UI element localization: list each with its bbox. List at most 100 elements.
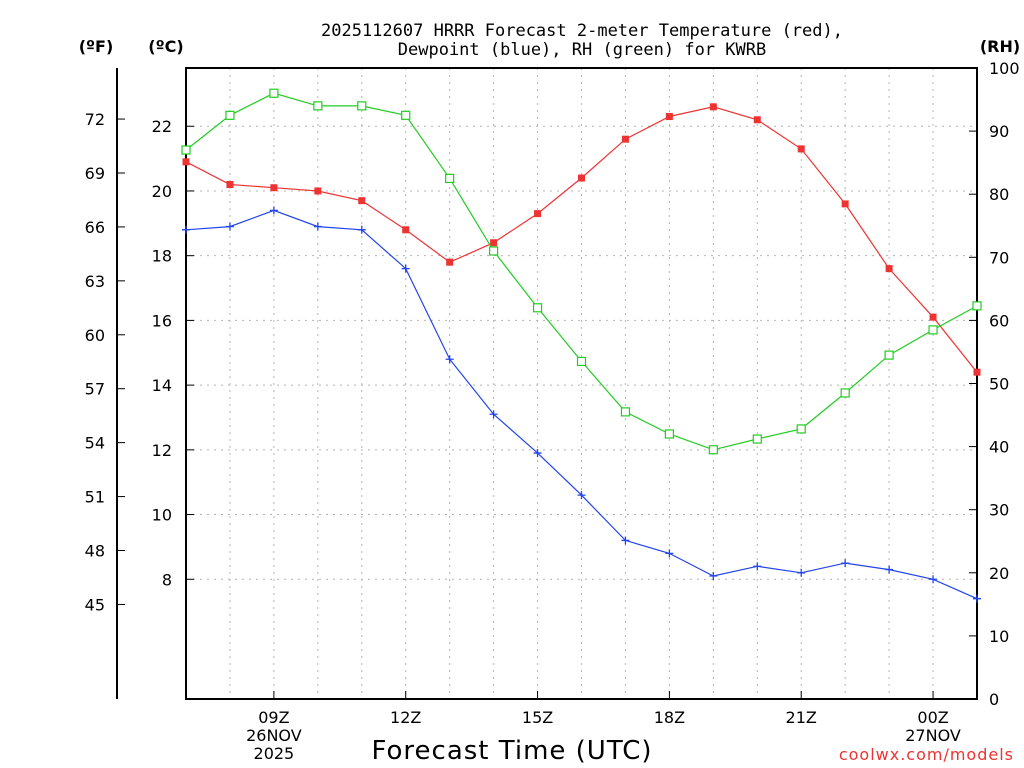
celsius-unit-label: (ºC): [148, 37, 183, 56]
temperature-point: [841, 200, 849, 208]
dewpoint-point: [401, 264, 410, 273]
fahrenheit-tick-label: 66: [85, 218, 105, 237]
rh-point: [357, 101, 367, 111]
rh-point: [796, 424, 806, 434]
temperature-point: [314, 187, 322, 195]
temperature-point: [621, 135, 629, 143]
rh-point: [620, 407, 631, 417]
chart-title-line-1: 2025112607 HRRR Forecast 2-meter Tempera…: [321, 21, 843, 41]
rh-point: [269, 88, 279, 98]
dewpoint-point: [973, 594, 981, 603]
temperature-point: [402, 226, 410, 234]
celsius-tick-label: 20: [152, 182, 172, 201]
rh-point: [972, 301, 982, 311]
rh-tick-label: 0: [989, 690, 999, 709]
rh-tick-label: 60: [989, 311, 1009, 330]
celsius-tick-label: 16: [152, 311, 172, 330]
fahrenheit-tick-label: 60: [85, 326, 105, 345]
celsius-tick-label: 10: [152, 506, 172, 525]
celsius-tick-label: 22: [152, 117, 172, 136]
rh-point: [489, 246, 499, 256]
dewpoint-point: [753, 562, 762, 571]
x-tick-label: 12Z: [390, 708, 421, 727]
x-tick-label: 18Z: [654, 708, 685, 727]
temperature-point: [973, 368, 981, 376]
rh-point: [884, 350, 894, 360]
temperature-point: [226, 180, 234, 188]
dewpoint-point: [841, 559, 850, 568]
fahrenheit-tick-label: 51: [85, 488, 105, 507]
fahrenheit-tick-label: 54: [85, 434, 105, 453]
dewpoint-point: [182, 225, 190, 234]
rh-point: [181, 145, 191, 155]
dewpoint-point: [929, 575, 938, 584]
temperature-point: [182, 158, 190, 166]
dewpoint-point: [445, 355, 454, 364]
temperature-point: [709, 103, 717, 111]
celsius-tick-label: 12: [152, 441, 172, 460]
fahrenheit-tick-label: 69: [85, 164, 105, 183]
rh-tick-label: 50: [989, 375, 1009, 394]
temperature-point: [578, 174, 585, 182]
temperature-point: [885, 265, 893, 273]
x-tick-label: 26NOV: [246, 726, 302, 745]
temperature-point: [446, 258, 454, 266]
rh-tick-label: 30: [989, 501, 1009, 520]
x-tick-label: 2025: [254, 744, 295, 763]
rh-point: [928, 325, 938, 335]
dewpoint-point: [885, 565, 894, 574]
rh-unit-label: (RH): [980, 37, 1020, 56]
gridlines: [185, 68, 977, 699]
temperature-point: [358, 197, 366, 205]
x-tick-label: 15Z: [522, 708, 553, 727]
fahrenheit-tick-label: 63: [85, 272, 105, 291]
credit-text: coolwx.com/models: [839, 745, 1014, 764]
temperature-point: [490, 239, 498, 247]
rh-point: [401, 110, 411, 120]
rh-point: [225, 110, 235, 120]
dewpoint-point: [709, 572, 718, 581]
x-axis-title: Forecast Time (UTC): [371, 736, 652, 766]
fahrenheit-tick-label: 57: [85, 380, 105, 399]
rh-tick-label: 20: [989, 564, 1009, 583]
rh-point: [532, 303, 543, 313]
temperature-point: [929, 313, 937, 321]
dewpoint-point: [489, 410, 498, 419]
rh-tick-label: 100: [989, 59, 1020, 78]
temperature-point: [665, 113, 673, 121]
dewpoint-point: [313, 222, 322, 231]
dewpoint-point: [225, 222, 234, 231]
chart-title-line-2: Dewpoint (blue), RH (green) for KWRB: [398, 40, 766, 60]
rh-tick-label: 40: [989, 438, 1009, 457]
fahrenheit-tick-label: 48: [85, 542, 105, 561]
temperature-point: [270, 184, 278, 192]
data-series: [181, 88, 982, 603]
rh-point: [313, 101, 323, 111]
x-tick-label: 00Z: [917, 708, 948, 727]
dewpoint-point: [665, 549, 674, 558]
rh-point: [445, 173, 455, 184]
celsius-tick-label: 8: [162, 570, 172, 589]
dewpoint-point: [357, 225, 366, 234]
rh-point: [752, 434, 762, 444]
dewpoint-point: [269, 206, 278, 215]
rh-point: [708, 445, 718, 455]
fahrenheit-tick-label: 72: [85, 110, 105, 129]
rh-tick-label: 10: [989, 627, 1009, 646]
x-tick-label: 27NOV: [905, 726, 961, 745]
x-tick-label: 21Z: [786, 708, 817, 727]
dewpoint-point: [577, 491, 586, 500]
dewpoint-point: [621, 536, 630, 545]
rh-point: [576, 356, 587, 367]
temperature-point: [797, 145, 805, 153]
fahrenheit-tick-label: 45: [85, 595, 105, 614]
temperature-point: [534, 210, 542, 218]
dewpoint-point: [533, 449, 542, 458]
rh-point: [840, 388, 850, 398]
temperature-point: [753, 116, 761, 124]
rh-point: [664, 429, 674, 439]
fahrenheit-unit-label: (ºF): [79, 37, 114, 56]
celsius-tick-label: 14: [152, 376, 172, 395]
axes: 8 10 12 14 16 18 20 22 45 48 51 54 57 60 63 66 69 72 0 10 20…: [85, 59, 1020, 763]
